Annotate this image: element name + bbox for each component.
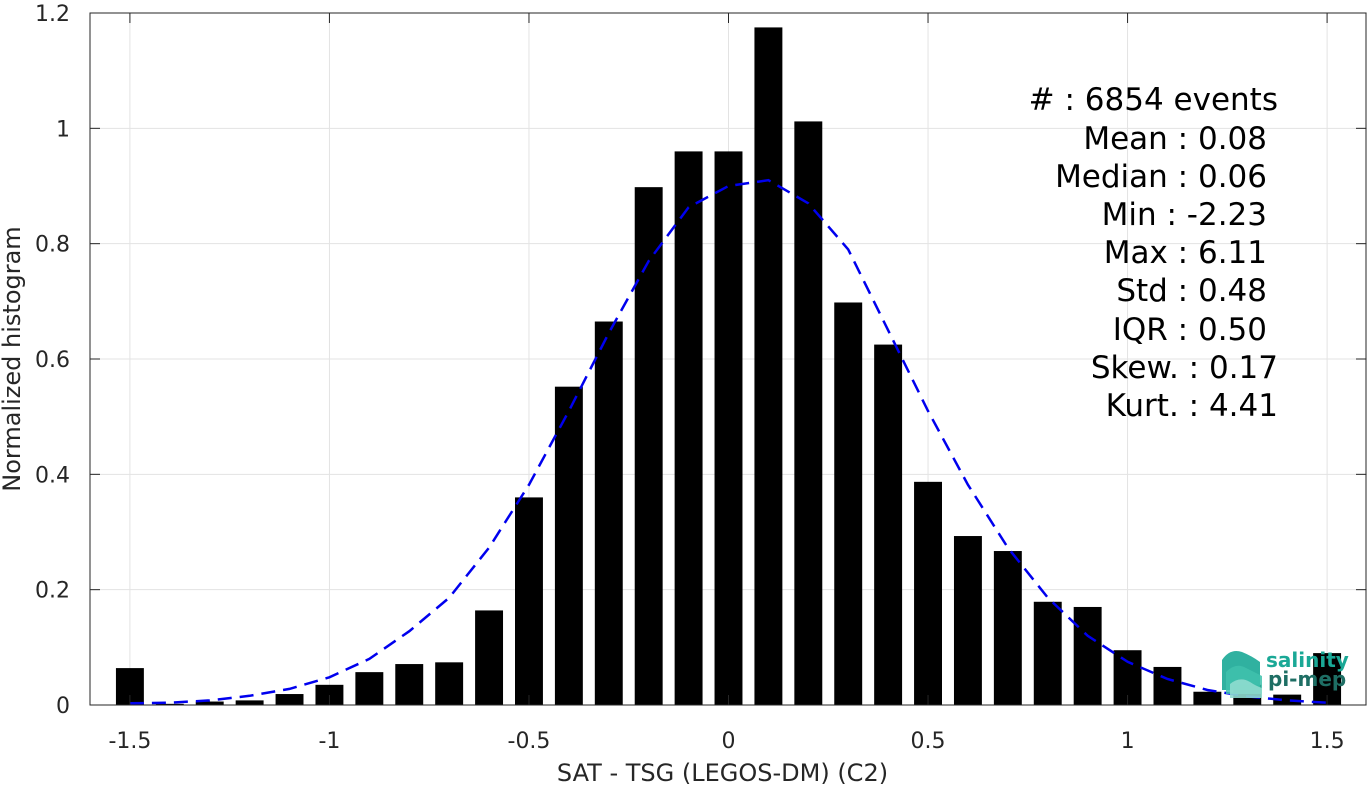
histogram-bar (834, 302, 863, 705)
statistics-annotation: # : 6854 events Mean : 0.08 Median : 0.0… (1029, 82, 1278, 424)
y-tick-label: 0 (56, 694, 70, 719)
y-tick-label: 0.8 (35, 233, 70, 258)
stat-skew: Skew. : 0.17 (1091, 350, 1278, 386)
histogram-bar (475, 610, 504, 705)
histogram-bar (674, 151, 703, 705)
y-tick-label: 0.4 (35, 463, 70, 488)
logo-wave-icon (1222, 651, 1262, 698)
x-tick-label: -1 (318, 729, 340, 754)
stat-kurt: Kurt. : 4.41 (1106, 388, 1278, 424)
x-tick-label: 0.5 (911, 729, 946, 754)
stat-max: Max : 6.11 (1104, 235, 1267, 271)
histogram-bar (634, 187, 663, 706)
y-axis-label: Normalized histogram (0, 226, 26, 491)
logo-text-pi-mep: pi-mep (1268, 667, 1346, 691)
histogram-bar (594, 321, 623, 705)
stat-iqr: IQR : 0.50 (1113, 312, 1267, 348)
histogram-bar (1193, 691, 1222, 705)
x-axis-label: SAT - TSG (LEGOS-DM) (C2) (557, 759, 888, 785)
histogram-bar (993, 551, 1022, 705)
x-tick-label: 0 (722, 729, 736, 754)
x-tick-label: 1.5 (1310, 729, 1345, 754)
histogram-bar (435, 662, 464, 705)
histogram-bar (275, 694, 304, 705)
y-tick-label: 0.2 (35, 579, 70, 604)
histogram-bar (515, 497, 543, 705)
histogram-bar (714, 151, 743, 705)
y-tick-labels: 0 0.2 0.4 0.6 0.8 1 1.2 (35, 2, 70, 719)
stat-std: Std : 0.48 (1116, 273, 1267, 309)
histogram-bar (874, 344, 903, 705)
histogram-bar (355, 672, 384, 705)
stat-min: Min : -2.23 (1102, 197, 1267, 233)
histogram-bar (395, 664, 424, 705)
histogram-bar (794, 121, 823, 705)
axis-ticks (90, 12, 1366, 706)
histogram-bar (554, 386, 583, 705)
stat-median: Median : 0.06 (1055, 159, 1267, 195)
histogram-bar (1033, 601, 1062, 705)
histogram-bar (315, 684, 344, 705)
x-tick-label: 1 (1121, 729, 1135, 754)
histogram-bar (1273, 694, 1302, 705)
y-tick-label: 1.2 (35, 2, 70, 27)
stat-mean: Mean : 0.08 (1083, 121, 1267, 157)
histogram-bar (1153, 666, 1182, 705)
y-tick-label: 0.6 (35, 348, 70, 373)
x-tick-labels: -1.5 -1 -0.5 0 0.5 1 1.5 (108, 729, 1344, 754)
histogram-bars (115, 27, 1342, 706)
x-tick-label: -1.5 (108, 729, 151, 754)
x-tick-label: -0.5 (508, 729, 551, 754)
salinity-pi-mep-logo: salinity pi-mep (1222, 648, 1349, 698)
stat-events: # : 6854 events (1029, 82, 1278, 118)
histogram-bar (953, 536, 982, 705)
histogram-bar (1073, 606, 1102, 705)
logo-text-salinity: salinity (1266, 648, 1349, 672)
histogram-bar (155, 703, 184, 705)
gaussian-fit-line (129, 178, 1328, 705)
histogram-bar (235, 700, 264, 705)
histogram-bar (195, 701, 224, 705)
histogram-bar (914, 481, 942, 705)
histogram-bar (754, 27, 783, 705)
y-tick-label: 1 (56, 117, 70, 142)
